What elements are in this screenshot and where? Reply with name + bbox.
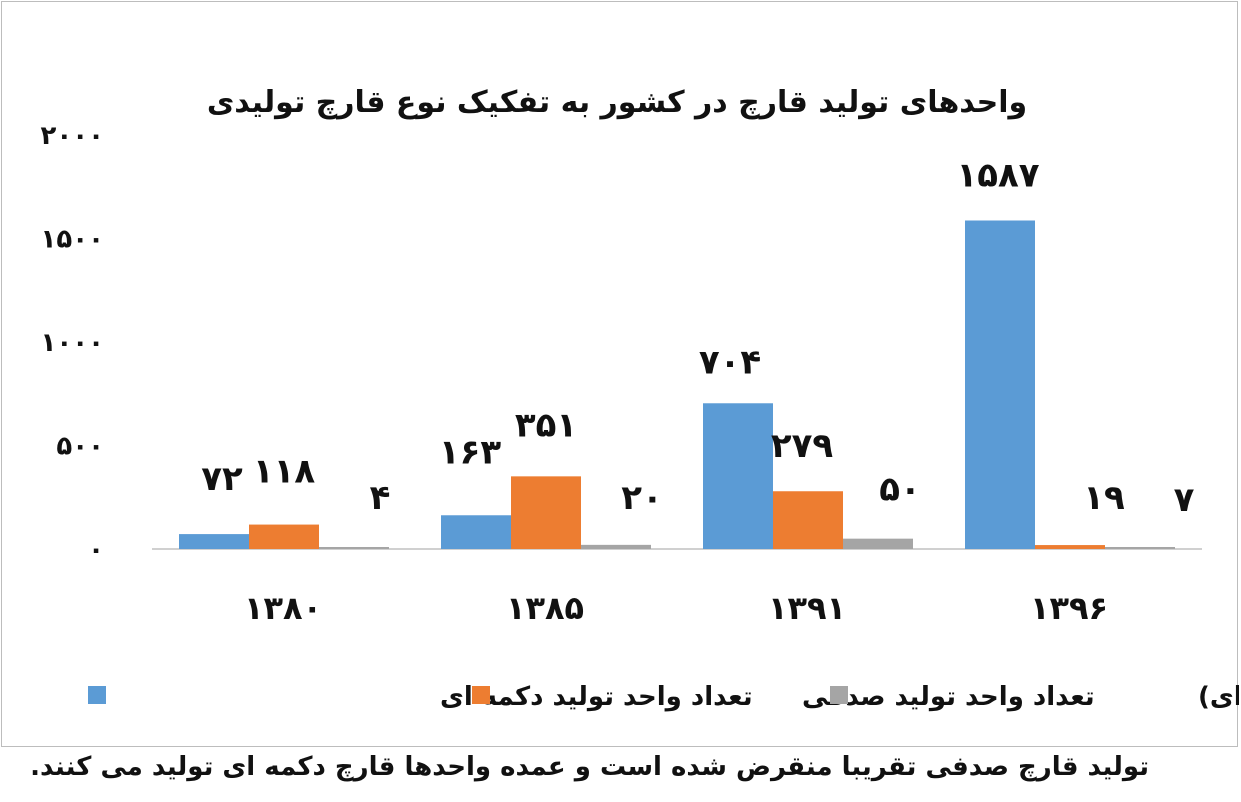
- y-axis: ۰ ۵۰۰ ۱۰۰۰ ۱۵۰۰ ۲۰۰۰: [41, 121, 104, 565]
- data-label: ۴: [370, 478, 391, 518]
- legend-label: تعداد واحد تولید صدفی: [802, 682, 1095, 712]
- legend-swatch: [472, 686, 490, 704]
- bar: [773, 491, 843, 549]
- bar: [581, 544, 651, 549]
- x-tick-label: ۱۳۸۰: [244, 589, 322, 627]
- y-tick-label: ۱۰۰۰: [41, 328, 104, 358]
- data-label: ۷: [1174, 480, 1195, 520]
- legend-swatch: [830, 686, 848, 704]
- x-tick-label: ۱۳۹۶: [1030, 589, 1108, 627]
- chart-svg: واحدهای تولید قارچ در کشور به تفکیک نوع …: [41, 85, 1239, 712]
- bar: [319, 547, 389, 549]
- chart-caption: تولید قارچ صدفی تقریبا منقرض شده است و ع…: [30, 752, 1149, 782]
- bar: [1035, 545, 1105, 549]
- bar: [1105, 547, 1175, 549]
- x-tick-label: ۱۳۸۵: [506, 589, 584, 627]
- bar: [249, 524, 319, 549]
- bar: [703, 403, 773, 549]
- y-tick-label: ۵۰۰: [56, 432, 104, 462]
- legend-swatch: [88, 686, 106, 704]
- bar: [179, 534, 249, 549]
- data-label: ۱۶۳: [439, 432, 502, 472]
- x-axis: ۱۳۸۰ ۱۳۸۵ ۱۳۹۱ ۱۳۹۶: [244, 589, 1108, 627]
- y-tick-label: ۲۰۰۰: [41, 121, 104, 151]
- bar: [441, 515, 511, 549]
- x-tick-label: ۱۳۹۱: [768, 589, 846, 627]
- data-label: ۷۲: [201, 459, 243, 499]
- legend: تعداد واحد تولید دکمه ای تعداد واحد تولید…: [88, 682, 1239, 712]
- data-label: ۲۰: [621, 478, 663, 518]
- legend-label: توام (صدفی و دکمه ای): [1198, 682, 1239, 712]
- y-tick-label: ۰: [88, 535, 104, 565]
- data-label: ۱۵۸۷: [956, 155, 1039, 195]
- data-labels: ۷۲ ۱۱۸ ۴ ۱۶۳ ۳۵۱ ۲۰ ۷۰۴ ۲۷۹ ۵۰ ۱۵۸۷ ۱۹ ۷: [201, 155, 1194, 520]
- data-label: ۱۹: [1083, 478, 1125, 518]
- legend-label: تعداد واحد تولید دکمه ای: [440, 682, 753, 712]
- data-label: ۱۱۸: [253, 452, 316, 492]
- y-tick-label: ۱۵۰۰: [41, 225, 104, 255]
- bar: [965, 220, 1035, 549]
- bars: [179, 220, 1175, 549]
- chart-title: واحدهای تولید قارچ در کشور به تفکیک نوع …: [207, 85, 1027, 120]
- bar: [511, 476, 581, 549]
- bar: [843, 538, 913, 549]
- data-label: ۷۰۴: [699, 342, 761, 382]
- data-label: ۳۵۱: [515, 405, 577, 445]
- chart-frame: واحدهای تولید قارچ در کشور به تفکیک نوع …: [1, 1, 1239, 747]
- data-label: ۲۷۹: [771, 426, 834, 466]
- data-label: ۵۰: [879, 470, 921, 510]
